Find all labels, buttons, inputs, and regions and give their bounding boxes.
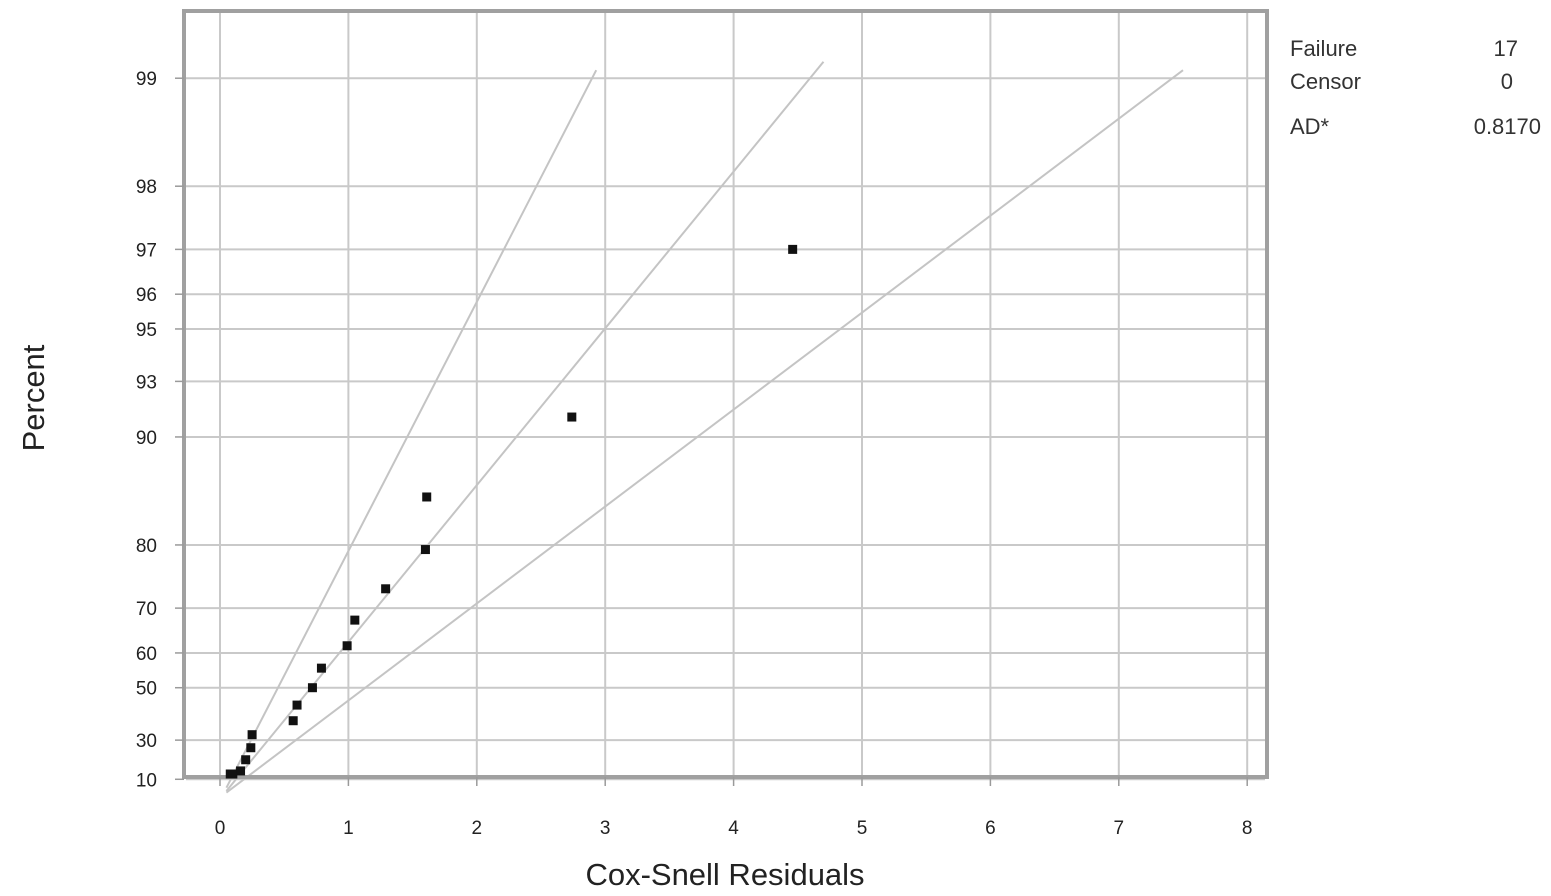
reference-line-upper xyxy=(225,69,598,789)
data-point xyxy=(246,743,256,753)
x-tick-label: 3 xyxy=(600,818,611,839)
y-tick-label: 95 xyxy=(136,320,157,341)
data-point xyxy=(381,584,391,594)
reference-line-lower xyxy=(225,69,1184,794)
grid xyxy=(186,13,1265,781)
y-tick-label: 98 xyxy=(136,177,157,198)
data-point xyxy=(288,716,298,726)
x-tick-label: 4 xyxy=(728,818,739,839)
y-tick-label: 90 xyxy=(136,428,157,449)
data-point xyxy=(420,545,430,555)
y-tick-label: 50 xyxy=(136,679,157,700)
y-tick-label: 97 xyxy=(136,240,157,261)
stats-label-censor: Censor xyxy=(1290,69,1361,94)
data-point xyxy=(236,766,246,776)
stats-label-ad: AD* xyxy=(1290,114,1330,139)
data-point xyxy=(350,615,360,625)
stats-value-censor: 0 xyxy=(1501,69,1513,94)
x-tick-label: 6 xyxy=(985,818,996,839)
stats-label-failure: Failure xyxy=(1290,36,1357,61)
x-tick-label: 5 xyxy=(857,818,868,839)
data-point xyxy=(788,244,798,254)
y-tick-label: 80 xyxy=(136,536,157,557)
plot-frame xyxy=(182,9,1269,779)
y-tick-label: 96 xyxy=(136,285,157,306)
data-point xyxy=(567,412,577,422)
x-tick-label: 2 xyxy=(472,818,483,839)
stats-value-ad: 0.8170 xyxy=(1474,114,1541,139)
data-point xyxy=(292,700,302,710)
y-axis-title: Percent xyxy=(16,344,51,451)
data-point xyxy=(342,641,352,651)
x-tick-label: 1 xyxy=(343,818,354,839)
reference-lines xyxy=(225,61,1184,794)
x-tick-label: 8 xyxy=(1242,818,1253,839)
data-point xyxy=(422,492,432,502)
stats-table: Failure 17 Censor 0 AD* 0.8170 xyxy=(1290,36,1541,139)
y-tick-label: 10 xyxy=(136,770,157,791)
y-tick-label: 99 xyxy=(136,69,157,90)
data-point xyxy=(316,663,326,673)
x-axis-title: Cox-Snell Residuals xyxy=(585,857,864,892)
data-point xyxy=(247,730,257,740)
x-tick-label: 7 xyxy=(1114,818,1125,839)
x-axis: 0 1 2 3 4 5 6 7 8 xyxy=(215,777,1253,839)
x-tick-label: 0 xyxy=(215,818,226,839)
y-tick-label: 30 xyxy=(136,731,157,752)
y-tick-label: 93 xyxy=(136,372,157,393)
stats-value-failure: 17 xyxy=(1494,36,1518,61)
y-tick-label: 70 xyxy=(136,599,157,620)
y-axis: 10 30 50 60 70 80 90 93 95 96 97 98 99 xyxy=(136,69,184,791)
data-point xyxy=(228,769,238,779)
data-point xyxy=(307,683,317,693)
data-points xyxy=(225,244,798,779)
y-tick-label: 60 xyxy=(136,644,157,665)
data-point xyxy=(241,755,251,765)
